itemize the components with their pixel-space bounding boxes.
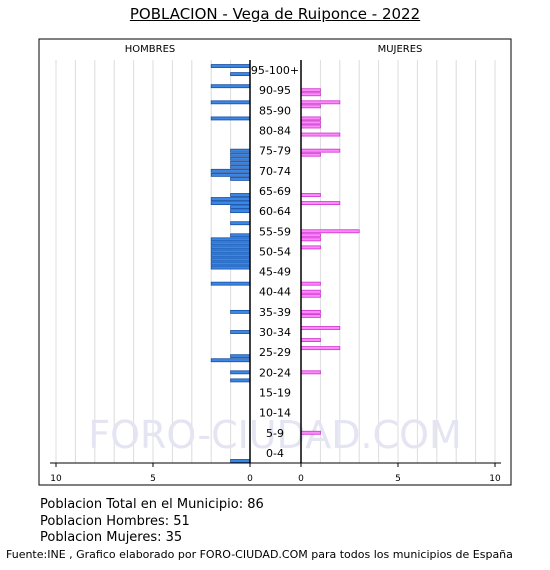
men-bar	[210, 64, 251, 68]
age-group-label: 45-49	[259, 266, 291, 279]
women-bar	[300, 148, 341, 153]
men-bar	[210, 197, 251, 201]
women-bar	[300, 326, 341, 330]
men-bar	[210, 257, 251, 262]
women-bar	[300, 229, 360, 234]
women-bar	[300, 92, 321, 97]
men-bar	[230, 330, 251, 334]
age-group-label: 60-64	[259, 205, 291, 218]
age-group-label: 30-34	[259, 326, 291, 339]
women-bar	[300, 233, 321, 238]
age-group-label: 40-44	[259, 286, 291, 299]
men-bar	[210, 84, 251, 89]
women-bar	[300, 104, 321, 109]
x-tick-label: 10	[50, 474, 62, 484]
women-bar	[300, 193, 321, 197]
women-bar	[300, 120, 321, 125]
age-group-label: 20-24	[259, 366, 291, 379]
men-bar	[210, 100, 251, 105]
men-header: HOMBRES	[125, 44, 176, 55]
men-bar	[230, 148, 251, 153]
men-bar	[230, 370, 251, 375]
women-bar	[300, 124, 321, 129]
age-group-label: 25-29	[259, 346, 291, 359]
women-bar	[300, 346, 341, 351]
men-bar	[210, 245, 251, 250]
men-bar	[230, 152, 251, 157]
age-group-label: 10-14	[259, 407, 291, 420]
men-bar	[230, 205, 251, 210]
men-bar	[230, 156, 251, 161]
women-bar	[300, 293, 321, 298]
x-tick-label: 5	[150, 474, 156, 484]
men-bar	[210, 249, 251, 254]
age-group-label: 55-59	[259, 225, 291, 238]
men-bar	[210, 281, 251, 286]
chart-frame	[38, 38, 512, 486]
men-bar	[210, 253, 251, 258]
x-tick-label: 10	[489, 474, 501, 484]
men-population: Poblacion Hombres: 51	[40, 514, 190, 529]
men-bar	[210, 168, 251, 173]
age-group-label: 90-95	[259, 84, 291, 97]
age-group-label: 75-79	[259, 145, 291, 158]
women-bar	[300, 152, 321, 157]
men-bar	[230, 233, 251, 238]
women-bar	[300, 430, 321, 435]
age-group-label: 65-69	[259, 185, 291, 198]
men-bar	[230, 378, 251, 383]
women-bar	[300, 201, 341, 205]
men-bar	[230, 309, 251, 314]
women-bar	[300, 370, 321, 375]
age-group-label: 0-4	[266, 447, 284, 460]
women-bar	[300, 100, 341, 105]
men-bar	[230, 354, 251, 359]
men-bar	[210, 241, 251, 246]
women-bar	[300, 237, 321, 242]
women-bar	[300, 116, 321, 121]
x-tick-label: 5	[395, 474, 401, 484]
women-population: Poblacion Mujeres: 35	[40, 530, 183, 545]
men-bar	[230, 193, 251, 197]
age-group-label: 5-9	[266, 427, 284, 440]
women-bar	[300, 309, 321, 314]
age-group-label: 70-74	[259, 165, 291, 178]
men-bar	[210, 201, 251, 205]
age-group-label: 95-100+	[251, 64, 299, 77]
age-group-label: 50-54	[259, 245, 291, 258]
men-bar	[210, 358, 251, 363]
x-tick-label: 0	[298, 474, 304, 484]
women-bar	[300, 245, 321, 250]
watermark: FORO-CIUDAD.COM	[88, 413, 462, 457]
men-bar	[230, 164, 251, 169]
women-bar	[300, 338, 321, 343]
women-bar	[300, 88, 321, 93]
women-bar	[300, 313, 321, 318]
men-bar	[230, 459, 251, 463]
age-group-label: 80-84	[259, 125, 291, 138]
men-bar	[230, 160, 251, 165]
age-group-label: 85-90	[259, 104, 291, 117]
women-bar	[300, 281, 321, 286]
age-group-label: 35-39	[259, 306, 291, 319]
age-group-label: 15-19	[259, 386, 291, 399]
source-note: Fuente:INE , Grafico elaborado por FORO-…	[6, 548, 513, 561]
men-bar	[210, 116, 251, 121]
men-bar	[230, 209, 251, 214]
women-bar	[300, 132, 341, 137]
x-tick-label: 0	[247, 474, 253, 484]
men-bar	[210, 172, 251, 177]
men-bar	[210, 265, 251, 270]
men-bar	[210, 261, 251, 266]
men-bar	[230, 176, 251, 181]
total-population: Poblacion Total en el Municipio: 86	[40, 497, 264, 512]
men-bar	[230, 221, 251, 226]
women-header: MUJERES	[378, 44, 423, 55]
chart-title: POBLACION - Vega de Ruiponce - 2022	[129, 5, 421, 23]
men-bar	[230, 72, 251, 77]
women-bar	[300, 289, 321, 294]
men-bar	[210, 237, 251, 242]
